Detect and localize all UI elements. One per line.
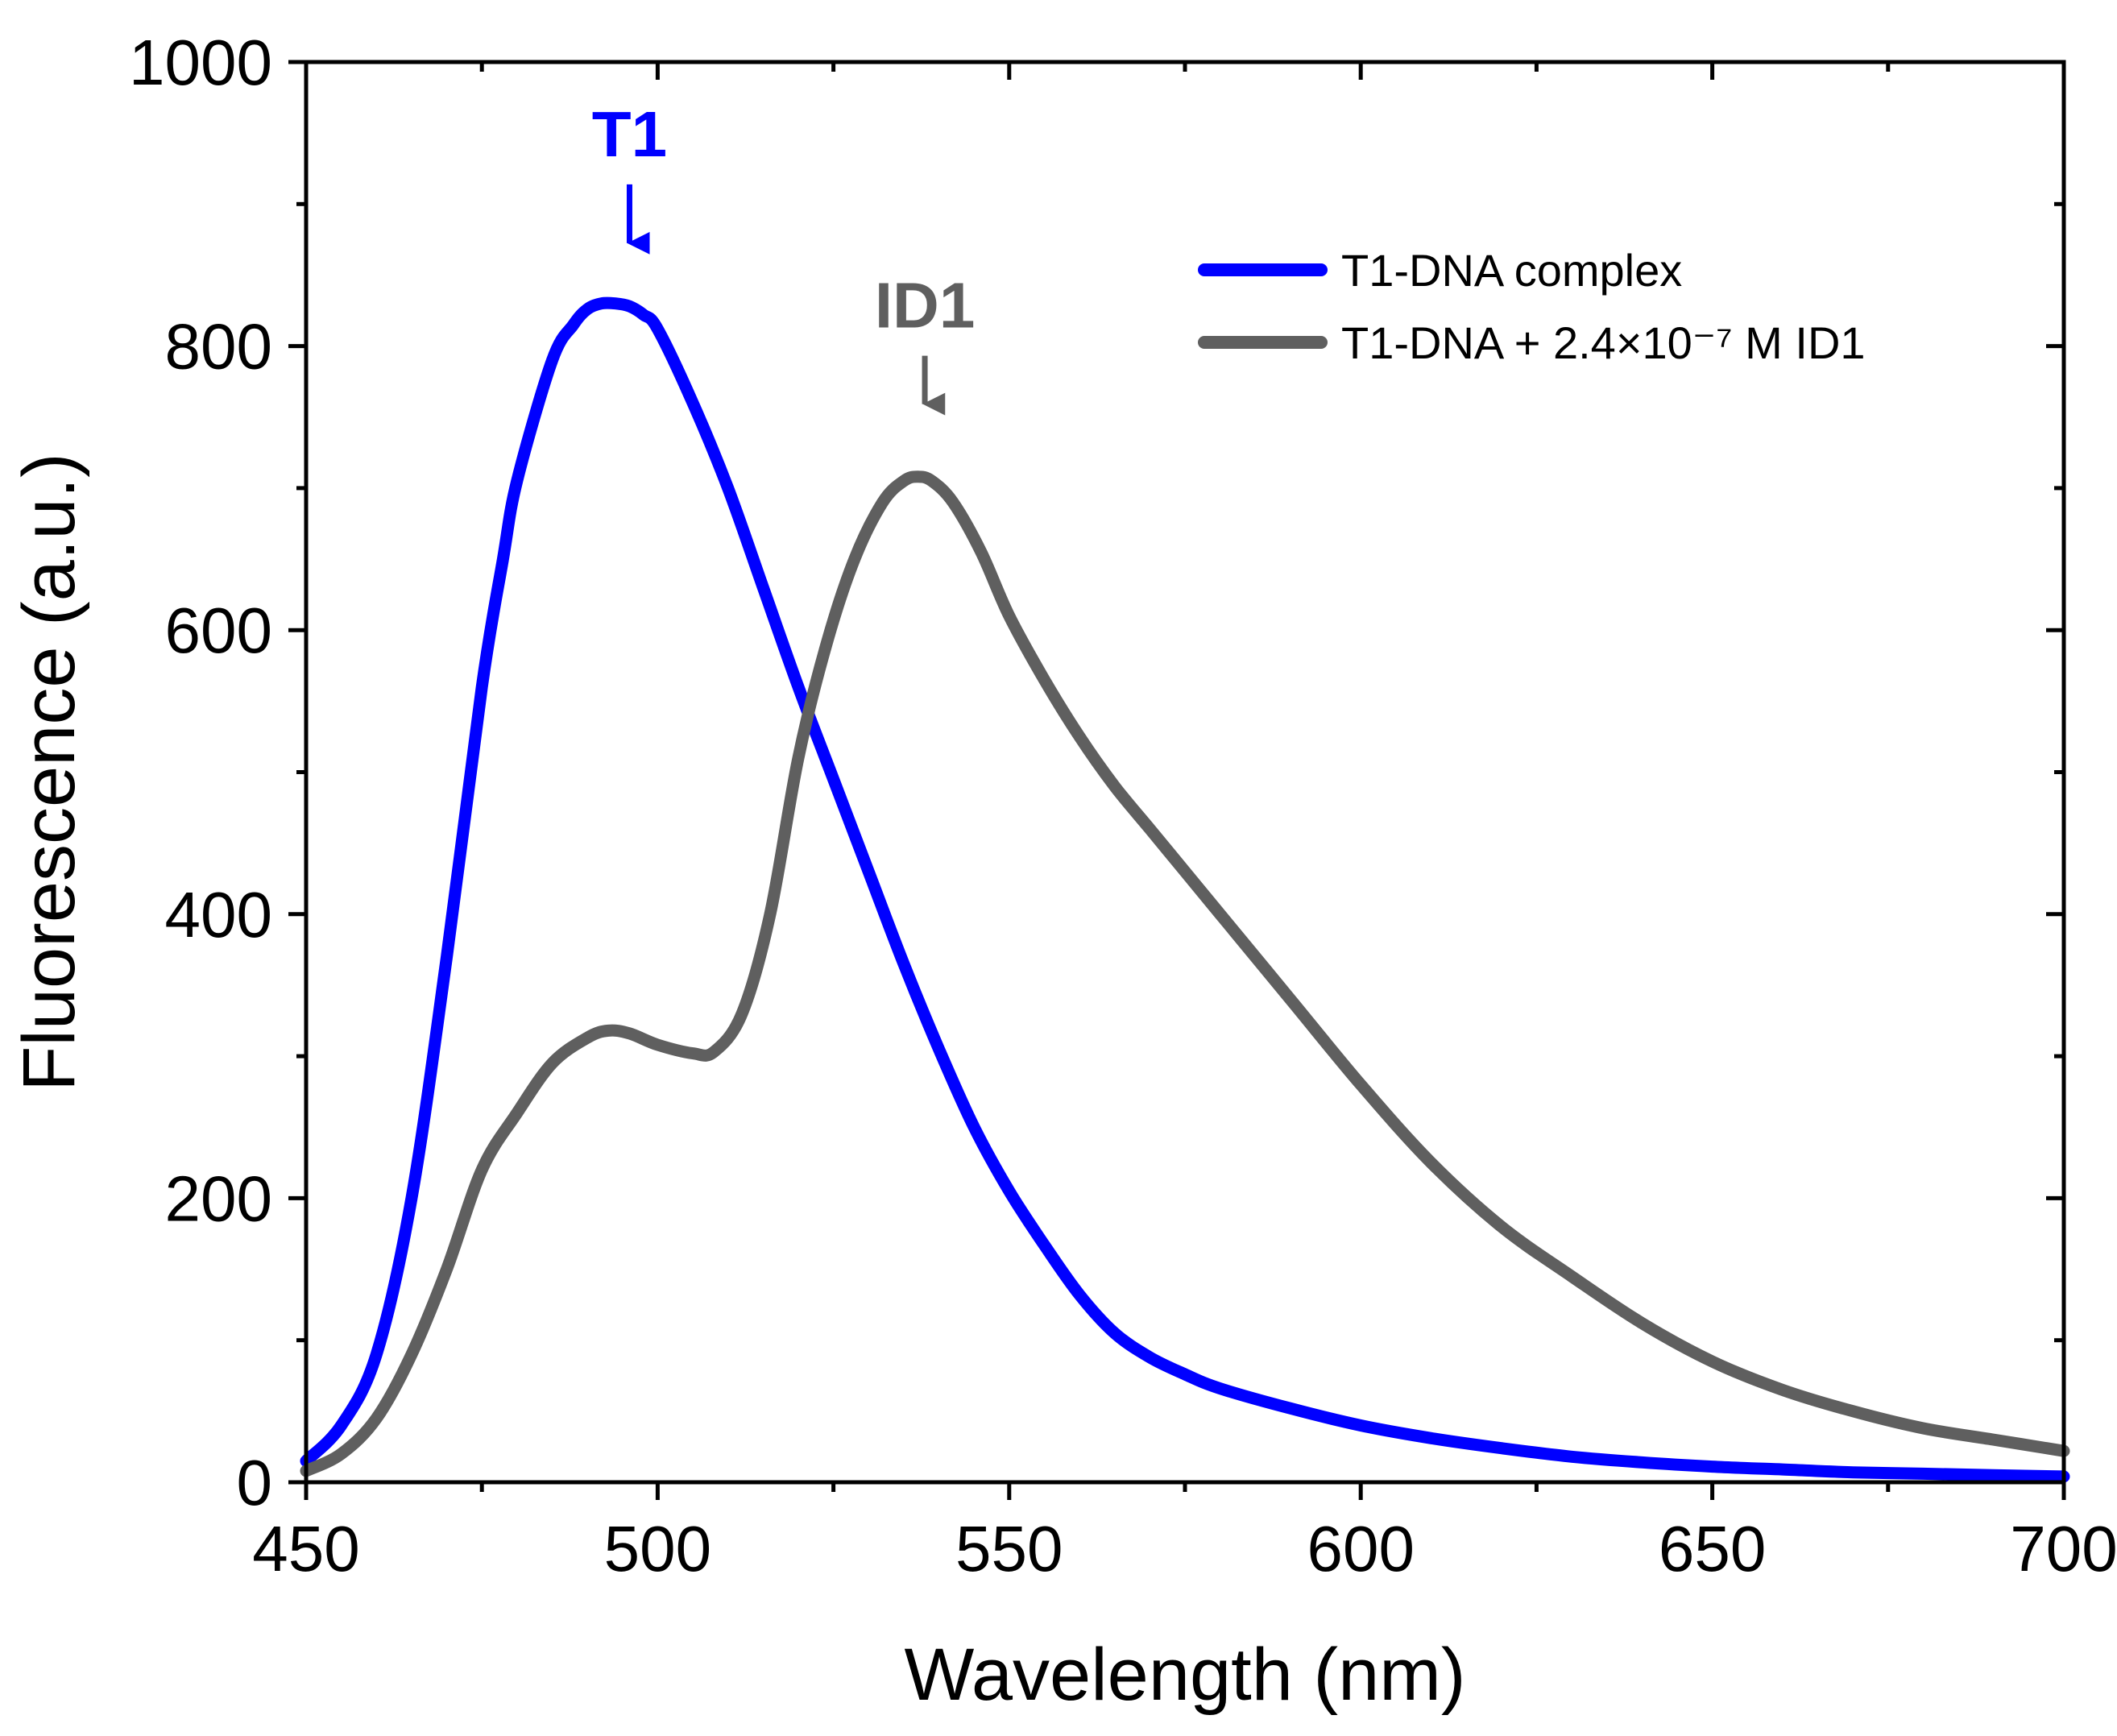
tick-labels-layer: 450 500 550 600 650 700 0 200 400 600 800 1000 — [129, 27, 2117, 1585]
x-axis-title: Wavelength (nm) — [904, 1634, 1465, 1716]
legend: T1-DNA complex T1-DNA + 2.4×10⁻⁷ M ID1 — [1198, 245, 1866, 368]
legend-label-t1-dna-id1: T1-DNA + 2.4×10⁻⁷ M ID1 — [1341, 317, 1866, 368]
x-tick-label: 550 — [955, 1513, 1063, 1585]
series-line-0 — [300, 296, 2070, 1483]
legend-label-t1-dna: T1-DNA complex — [1341, 245, 1682, 296]
plot-frame — [304, 60, 2066, 1485]
ticks-layer — [288, 60, 2066, 1500]
annotation-id1: ID1 — [875, 270, 976, 342]
series-line-1 — [300, 470, 2070, 1477]
x-tick-label: 500 — [604, 1513, 711, 1585]
x-tick-label: 650 — [1659, 1513, 1766, 1585]
y-tick-label: 0 — [237, 1447, 273, 1518]
y-tick-label: 200 — [165, 1162, 272, 1234]
x-tick-label: 700 — [2010, 1513, 2117, 1585]
x-tick-label: 450 — [252, 1513, 359, 1585]
y-tick-label: 800 — [165, 311, 272, 383]
y-tick-label: 400 — [165, 879, 272, 951]
y-axis-title: Fluorescence (a.u.) — [8, 453, 90, 1092]
y-tick-label: 1000 — [129, 27, 272, 98]
y-tick-label: 600 — [165, 595, 272, 666]
annotations-layer: T1 ID1 — [592, 98, 976, 416]
annotation-t1: T1 — [592, 98, 667, 170]
series-layer — [300, 296, 2070, 1483]
x-tick-label: 600 — [1307, 1513, 1414, 1585]
